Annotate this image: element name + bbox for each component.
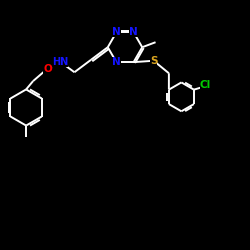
Text: O: O (43, 64, 52, 74)
Text: N: N (112, 27, 121, 37)
Text: N: N (129, 27, 138, 37)
Text: N: N (112, 57, 121, 67)
Text: Cl: Cl (200, 80, 211, 90)
Text: S: S (150, 56, 157, 66)
Text: HN: HN (52, 57, 68, 67)
